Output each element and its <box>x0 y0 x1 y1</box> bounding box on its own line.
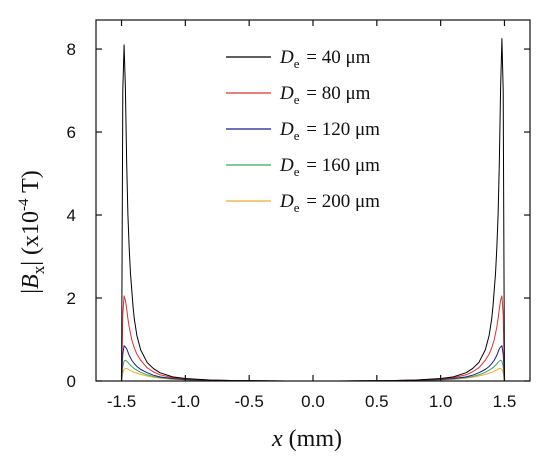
ticks-layer: -1.5 -1.0 -0.5 0.0 0.5 1.0 1.5 0 2 4 6 8 <box>67 20 530 411</box>
x-tick-label: 1.5 <box>493 392 517 411</box>
y-axis-title-exponent: -4 <box>16 198 32 211</box>
y-axis-title-unit: T) <box>18 170 44 198</box>
y-axis-title-symbol: B <box>18 274 44 289</box>
legend-item-2: De = 80 μm <box>226 83 371 107</box>
x-axis-title: x (mm) <box>271 426 342 452</box>
x-tick-label: -1.0 <box>171 392 200 411</box>
legend-label: De = 120 μm <box>279 119 380 143</box>
y-axis-title: |Bx| (x10-4 T) <box>16 170 48 294</box>
legend-item-3: De = 120 μm <box>226 119 380 143</box>
y-tick-label: 8 <box>67 40 76 59</box>
x-tick-label: 1.0 <box>429 392 453 411</box>
y-axis-title-abs-left: | <box>18 289 44 294</box>
series-line-2 <box>121 295 505 382</box>
y-tick-label: 2 <box>67 289 76 308</box>
y-axis-title-abs-right: | (x10 <box>18 211 44 266</box>
legend-label: De = 80 μm <box>279 83 371 107</box>
legend-label: De = 40 μm <box>279 47 371 71</box>
legend-item-4: De = 160 μm <box>226 155 380 179</box>
legend-label: De = 160 μm <box>279 155 380 179</box>
x-tick-label: 0.5 <box>365 392 389 411</box>
x-tick-label: -0.5 <box>235 392 264 411</box>
x-tick-label: -1.5 <box>107 392 136 411</box>
legend-item-1: De = 40 μm <box>226 47 371 71</box>
x-axis-title-unit: (mm) <box>283 426 342 452</box>
legend-label: De = 200 μm <box>279 191 380 215</box>
legend: De = 40 μm De = 80 μm De = 120 μm De = 160 … <box>226 47 380 215</box>
legend-item-5: De = 200 μm <box>226 191 380 215</box>
x-tick-label: 0.0 <box>301 392 325 411</box>
y-tick-label: 6 <box>67 123 76 142</box>
x-axis-title-symbol: x <box>271 426 283 452</box>
y-axis-title-subscript: x <box>29 265 48 274</box>
y-tick-label: 0 <box>67 372 76 391</box>
y-tick-label: 4 <box>67 206 76 225</box>
